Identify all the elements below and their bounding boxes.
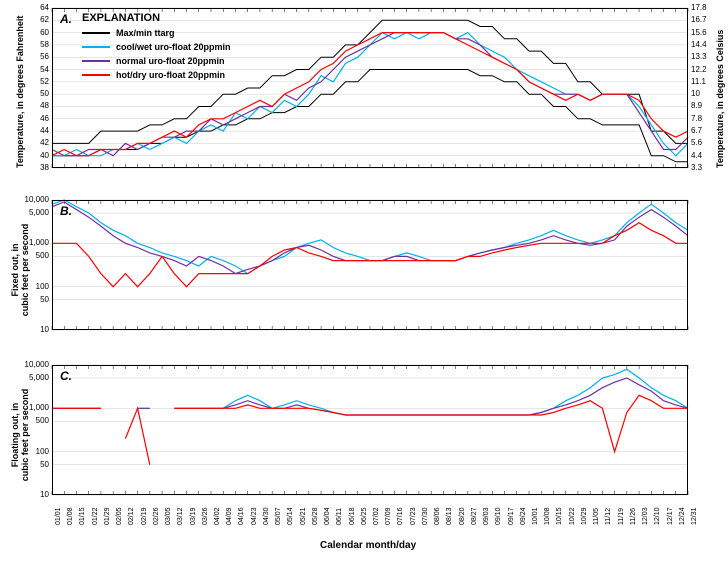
legend-item: normal uro-float 20ppmin: [82, 56, 231, 66]
legend-title: EXPLANATION: [82, 12, 231, 24]
legend-item: Max/min ttarg: [82, 28, 231, 38]
x-axis-label: Calendar month/day: [320, 540, 416, 551]
legend-item: hot/dry uro-float 20ppmin: [82, 70, 231, 80]
legend-item: cool/wet uro-float 20ppmin: [82, 42, 231, 52]
